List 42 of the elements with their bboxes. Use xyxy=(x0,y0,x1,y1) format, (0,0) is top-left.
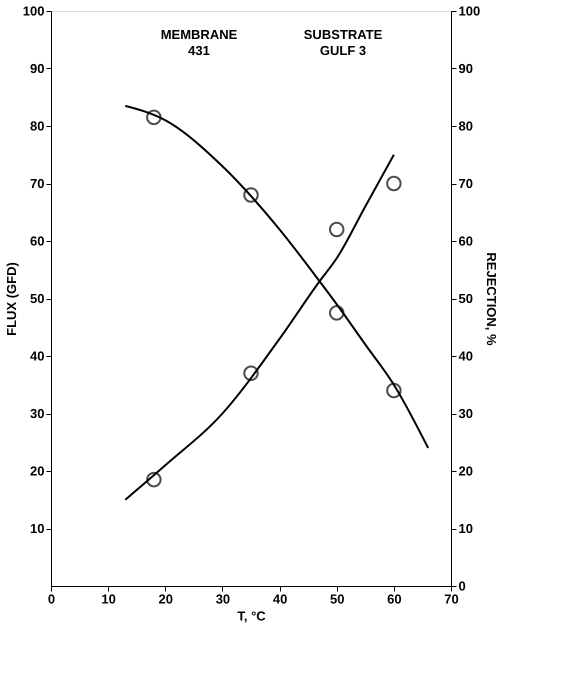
point xyxy=(243,366,259,381)
y2-tick-label: 20 xyxy=(458,464,473,478)
point xyxy=(146,110,162,126)
point xyxy=(243,187,259,203)
y2-tick-label: 60 xyxy=(458,234,473,248)
x-tick-label: 70 xyxy=(444,592,459,606)
y2-tick-label: 0 xyxy=(458,578,466,594)
point xyxy=(386,176,402,192)
y-axis-title: FLUX (GFD) xyxy=(4,262,19,336)
x-tick-label: 60 xyxy=(387,592,402,606)
point xyxy=(146,472,162,488)
y2-tick-label: 70 xyxy=(458,176,473,191)
point xyxy=(386,382,402,398)
x-tick-label: 10 xyxy=(101,592,116,606)
y2-tick-label: 10 xyxy=(458,521,473,536)
y-tick-label: 20 xyxy=(30,464,44,478)
y2-tick-label: 90 xyxy=(458,61,473,76)
x-tick-label: 30 xyxy=(216,592,230,606)
x-axis-title: T, °C xyxy=(237,608,266,624)
y2-tick-label: 30 xyxy=(458,406,473,421)
y-tick-label: 70 xyxy=(30,176,44,191)
y-tick-label: 50 xyxy=(30,291,44,306)
y2-tick-label: 100 xyxy=(458,4,480,18)
x-tick-label: 20 xyxy=(158,592,174,606)
y-tick-label: 90 xyxy=(30,61,44,76)
point xyxy=(329,305,344,321)
y-tick-label: 40 xyxy=(30,348,44,364)
x-tick-label: 0 xyxy=(48,592,56,606)
y-tick-label: 30 xyxy=(30,406,44,421)
x-tick-label: 50 xyxy=(330,592,344,606)
y-tick-label: 60 xyxy=(30,234,44,248)
annotation: MEMBRANE 431 xyxy=(160,27,238,58)
annotation: SUBSTRATE GULF 3 xyxy=(304,27,383,58)
y2-tick-label: 40 xyxy=(458,348,473,364)
x-tick-label: 40 xyxy=(272,592,288,606)
y-tick-label: 100 xyxy=(22,4,44,18)
point xyxy=(329,222,344,238)
y-tick-label: 80 xyxy=(30,118,44,134)
y-tick-label: 10 xyxy=(30,521,44,536)
y2-axis-title: REJECTION, % xyxy=(484,252,500,346)
y2-tick-label: 50 xyxy=(458,291,473,306)
y2-tick-label: 80 xyxy=(458,118,473,134)
